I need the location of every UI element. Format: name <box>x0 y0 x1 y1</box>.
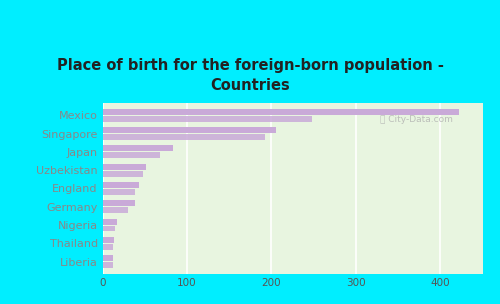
Bar <box>102 200 134 206</box>
Bar <box>102 182 139 188</box>
Bar <box>102 255 114 261</box>
Bar <box>102 134 266 140</box>
Bar <box>102 171 143 177</box>
Bar <box>102 116 312 122</box>
Bar <box>102 237 115 243</box>
Bar <box>102 219 117 225</box>
Bar <box>102 145 172 151</box>
Bar <box>102 109 459 115</box>
Bar <box>102 164 146 170</box>
Text: Place of birth for the foreign-born population -
Countries: Place of birth for the foreign-born popu… <box>56 58 444 93</box>
Bar <box>102 226 115 232</box>
Bar <box>102 244 113 250</box>
Bar <box>102 189 134 195</box>
Text: Ⓛ City-Data.com: Ⓛ City-Data.com <box>380 115 453 124</box>
Bar <box>102 262 113 268</box>
Bar <box>102 127 276 133</box>
Bar <box>102 207 128 213</box>
Bar <box>102 152 160 158</box>
